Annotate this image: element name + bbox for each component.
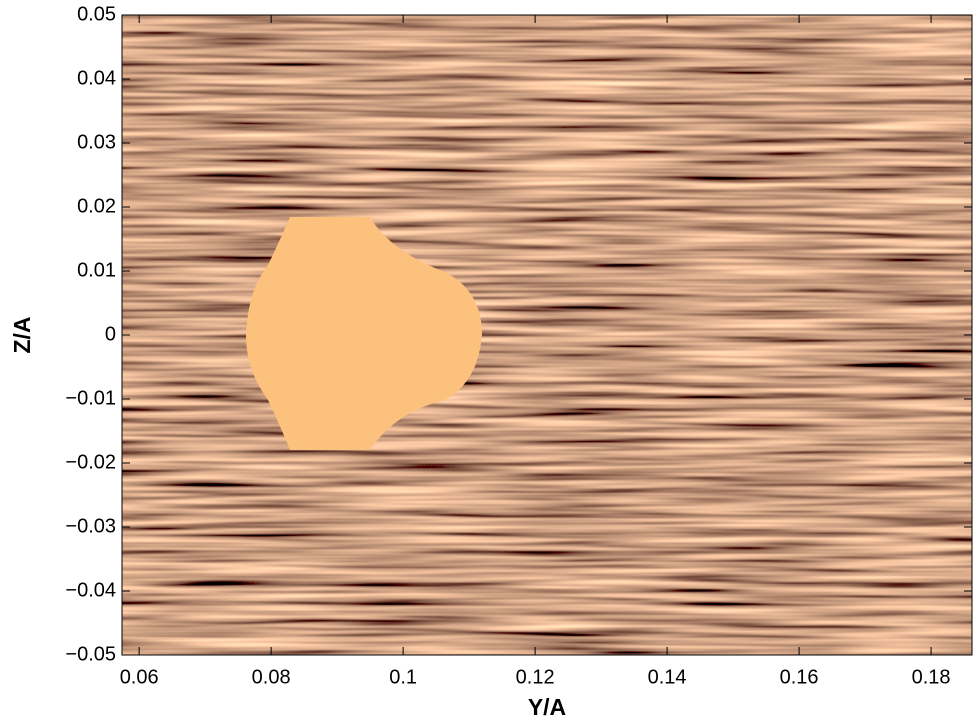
- x-tick-label: 0.1: [389, 666, 417, 688]
- x-tick-label: 0.16: [780, 666, 819, 688]
- x-axis-label: Y/A: [528, 694, 566, 720]
- y-tick-label: 0.01: [77, 259, 116, 281]
- y-tick-label: −0.03: [65, 515, 116, 537]
- y-tick-label: 0.02: [77, 195, 116, 217]
- y-tick-label: −0.02: [65, 451, 116, 473]
- x-tick-label: 0.18: [912, 666, 951, 688]
- y-tick-label: 0.05: [77, 3, 116, 25]
- x-tick-label: 0.06: [120, 666, 159, 688]
- obstacle: [246, 217, 482, 450]
- y-tick-label: −0.01: [65, 387, 116, 409]
- y-tick-label: 0: [105, 323, 116, 345]
- y-tick-label: −0.04: [65, 579, 116, 601]
- y-tick-label: 0.04: [77, 67, 116, 89]
- x-tick-label: 0.08: [252, 666, 291, 688]
- x-tick-label: 0.14: [648, 666, 687, 688]
- x-tick-label: 0.12: [516, 666, 555, 688]
- y-tick-label: −0.05: [65, 643, 116, 665]
- y-axis-label: Z/A: [9, 316, 35, 353]
- y-tick-label: 0.03: [77, 131, 116, 153]
